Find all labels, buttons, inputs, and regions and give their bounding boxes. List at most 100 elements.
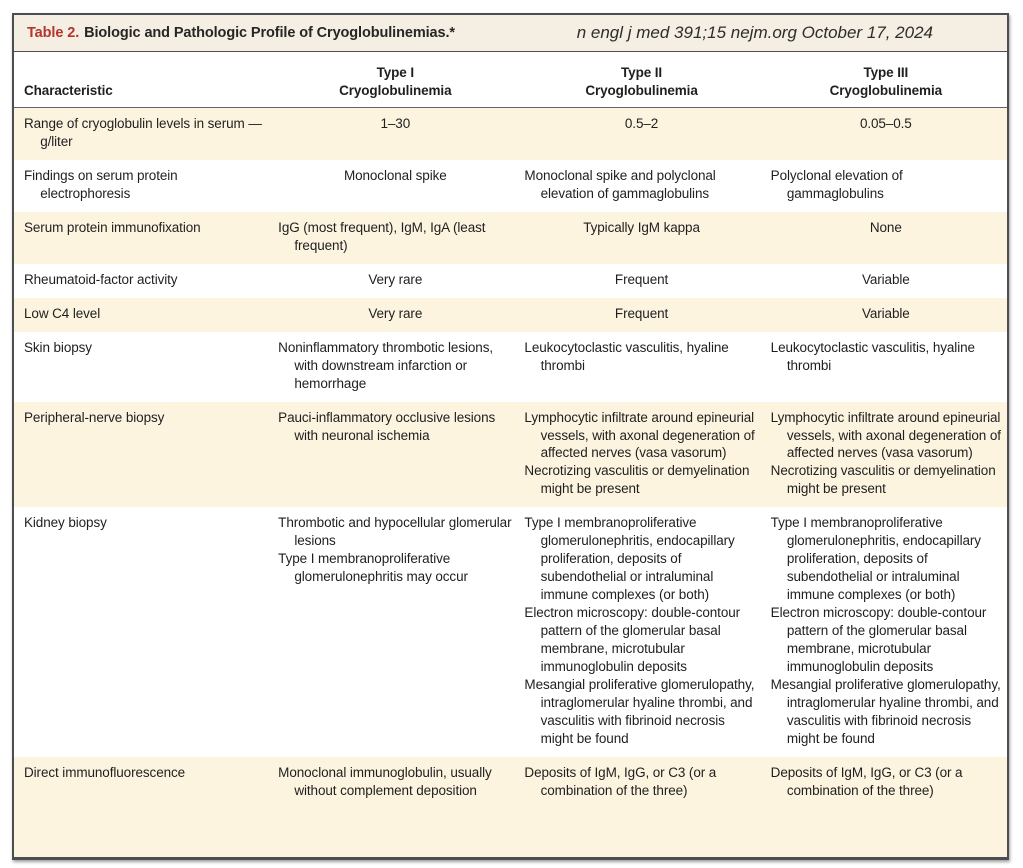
cell-paragraph: 0.5–2 <box>624 116 659 132</box>
cell-paragraph: Electron microscopy: double-contour patt… <box>770 605 987 674</box>
cell-paragraph: Type I membranoproliferative glomerulone… <box>278 551 468 585</box>
table-row: Low C4 level Very rare Frequent Variable <box>14 297 1007 332</box>
cell-type2: 0.5–2 <box>518 115 764 151</box>
characteristic-text: Peripheral-nerve biopsy <box>24 409 165 425</box>
cell-paragraph-wrap: Thrombotic and hypocellular glomerular l… <box>278 514 512 550</box>
characteristic-text: Low C4 level <box>24 305 101 321</box>
cell-type1: Pauci-inflammatory occlusive lesions wit… <box>272 409 518 499</box>
cell-paragraph-wrap: Leukocytoclastic vasculitis, hyaline thr… <box>771 339 1001 375</box>
cell-type1: 1–30 <box>272 115 518 151</box>
cell-type2: Deposits of IgM, IgG, or C3 (or a combin… <box>518 764 764 848</box>
cell-paragraph: Pauci-inflammatory occlusive lesions wit… <box>278 409 496 443</box>
cell-paragraph: Noninflammatory thrombotic lesions, with… <box>278 339 494 391</box>
table-title-text: Biologic and Pathologic Profile of Cryog… <box>84 25 455 41</box>
table-row: Rheumatoid-factor activity Very rare Frequ… <box>14 263 1007 298</box>
cell-paragraph: Necrotizing vasculitis or demyelination … <box>770 463 996 497</box>
table-row: Kidney biopsy Thrombotic and hypocellular… <box>14 507 1007 757</box>
column-header-type1: Type I Cryoglobulinemia <box>272 64 518 99</box>
cell-paragraph-wrap: Type I membranoproliferative glomerulone… <box>278 550 512 586</box>
cell-paragraph: Monoclonal spike and polyclonal elevatio… <box>524 168 716 201</box>
table-number-label: Table 2. <box>27 25 80 41</box>
cell-paragraph-wrap: Monoclonal spike <box>278 167 512 185</box>
cell-paragraph-wrap: 1–30 <box>278 115 512 133</box>
cell-type3: Lymphocytic infiltrate around epineurial… <box>765 409 1007 499</box>
cell-characteristic: Peripheral-nerve biopsy <box>14 409 272 499</box>
table-row: Direct immunofluorescence Monoclonal immu… <box>14 756 1007 857</box>
column-header-type2: Type II Cryoglobulinemia <box>518 64 764 99</box>
column-header-type3-line2: Cryoglobulinemia <box>829 82 943 98</box>
cell-paragraph: Very rare <box>368 271 423 287</box>
nejm-table-card: Table 2. Biologic and Pathologic Profile … <box>12 13 1009 860</box>
characteristic-text: Direct immunofluorescence <box>24 764 186 780</box>
cell-paragraph: Leukocytoclastic vasculitis, hyaline thr… <box>770 339 975 373</box>
cell-paragraph-wrap: Type I membranoproliferative glomerulone… <box>524 514 758 604</box>
cell-paragraph-wrap: IgG (most frequent), IgM, IgA (least fre… <box>278 219 512 255</box>
column-header-type3: Type III Cryoglobulinemia <box>765 64 1007 99</box>
table-title: Table 2. Biologic and Pathologic Profile … <box>27 25 455 41</box>
cell-paragraph-wrap: Noninflammatory thrombotic lesions, with… <box>278 339 512 393</box>
cell-type3: 0.05–0.5 <box>765 115 1007 151</box>
table-title-band: Table 2. Biologic and Pathologic Profile … <box>14 15 1007 52</box>
cell-paragraph: Type I membranoproliferative glomerulone… <box>524 515 735 603</box>
column-header-row: Characteristic Type I Cryoglobulinemia T… <box>14 52 1007 109</box>
cell-paragraph: Polyclonal elevation of gammaglobulins <box>770 168 903 201</box>
cell-paragraph-wrap: Monoclonal spike and polyclonal elevatio… <box>524 167 758 203</box>
cell-type2: Frequent <box>518 271 764 289</box>
table-row: Skin biopsy Noninflammatory thrombotic le… <box>14 331 1007 402</box>
characteristic-text: Skin biopsy <box>24 339 92 355</box>
column-header-type1-line1: Type I <box>376 65 415 80</box>
cell-type1: Noninflammatory thrombotic lesions, with… <box>272 339 518 393</box>
cell-type1: Monoclonal spike <box>272 167 518 203</box>
cell-characteristic: Skin biopsy <box>14 339 272 393</box>
cell-paragraph: Mesangial proliferative glomerulopathy, … <box>770 676 1001 746</box>
cell-paragraph: Deposits of IgM, IgG, or C3 (or a combin… <box>524 764 717 798</box>
cell-characteristic: Range of cryoglobulin levels in serum — … <box>14 115 272 151</box>
column-header-type3-line1: Type III <box>863 65 909 80</box>
cell-paragraph-wrap: Necrotizing vasculitis or demyelination … <box>524 462 758 498</box>
cell-characteristic: Low C4 level <box>14 305 272 323</box>
cell-paragraph-wrap: Lymphocytic infiltrate around epineurial… <box>771 409 1001 463</box>
journal-citation: n engl j med 391;15 nejm.org October 17,… <box>576 23 933 42</box>
column-header-type1-line2: Cryoglobulinemia <box>339 82 452 98</box>
cell-type3: Variable <box>765 271 1007 289</box>
characteristic-text: Rheumatoid-factor activity <box>24 271 178 287</box>
cell-paragraph: Monoclonal spike <box>343 168 447 183</box>
cell-paragraph: Monoclonal immunoglobulin, usually witho… <box>278 764 492 798</box>
column-header-type2-line2: Cryoglobulinemia <box>585 82 698 98</box>
cell-paragraph-wrap: Variable <box>771 305 1001 323</box>
cell-type1: IgG (most frequent), IgM, IgA (least fre… <box>272 219 518 255</box>
characteristic-text: Findings on serum protein electrophoresi… <box>24 168 178 201</box>
cell-characteristic: Serum protein immunofixation <box>14 219 272 255</box>
cell-paragraph: IgG (most frequent), IgM, IgA (least fre… <box>278 219 486 253</box>
cell-paragraph-wrap: Lymphocytic infiltrate around epineurial… <box>524 409 758 463</box>
cell-type2: Frequent <box>518 305 764 323</box>
cell-paragraph-wrap: Deposits of IgM, IgG, or C3 (or a combin… <box>524 764 758 800</box>
cell-paragraph: Lymphocytic infiltrate around epineurial… <box>524 409 755 461</box>
cell-paragraph-wrap: Electron microscopy: double-contour patt… <box>524 604 758 676</box>
cell-paragraph: Typically IgM kappa <box>583 219 700 235</box>
cell-paragraph-wrap: Very rare <box>278 305 512 323</box>
cell-paragraph-wrap: Frequent <box>524 305 758 323</box>
cell-paragraph-wrap: Typically IgM kappa <box>524 219 758 237</box>
cell-type2: Typically IgM kappa <box>518 219 764 255</box>
cell-type3: Deposits of IgM, IgG, or C3 (or a combin… <box>765 764 1007 848</box>
column-header-characteristic: Characteristic <box>24 82 113 98</box>
cell-paragraph: Variable <box>861 305 910 321</box>
cell-paragraph-wrap: Type I membranoproliferative glomerulone… <box>771 514 1001 604</box>
cell-paragraph: None <box>869 219 902 235</box>
cell-type2: Leukocytoclastic vasculitis, hyaline thr… <box>518 339 764 393</box>
cell-paragraph-wrap: Monoclonal immunoglobulin, usually witho… <box>278 764 512 800</box>
cell-paragraph: 1–30 <box>380 116 411 132</box>
cell-paragraph-wrap: 0.05–0.5 <box>771 115 1001 133</box>
cell-paragraph: Frequent <box>614 305 669 321</box>
cell-type2: Type I membranoproliferative glomerulone… <box>518 514 764 747</box>
cell-type3: None <box>765 219 1007 255</box>
characteristic-text: Range of cryoglobulin levels in serum — … <box>24 116 262 150</box>
cell-paragraph: Mesangial proliferative glomerulopathy, … <box>524 676 755 746</box>
cell-paragraph-wrap: Necrotizing vasculitis or demyelination … <box>771 462 1001 498</box>
table-body: Range of cryoglobulin levels in serum — … <box>14 108 1007 857</box>
cell-paragraph: Deposits of IgM, IgG, or C3 (or a combin… <box>770 764 963 798</box>
cell-paragraph: Lymphocytic infiltrate around epineurial… <box>770 409 1001 461</box>
cell-paragraph-wrap: Pauci-inflammatory occlusive lesions wit… <box>278 409 512 445</box>
cell-paragraph-wrap: Mesangial proliferative glomerulopathy, … <box>771 676 1001 748</box>
